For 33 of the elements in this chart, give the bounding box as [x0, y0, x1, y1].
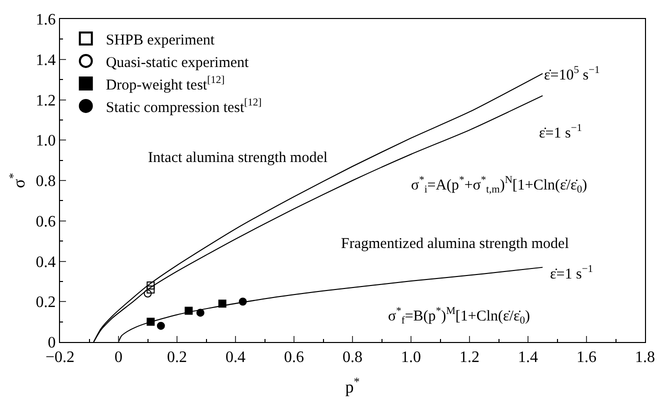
x-tick-label: 1.6 — [576, 349, 596, 366]
y-tick-label: 0.6 — [36, 213, 56, 230]
y-tick-label: 0.2 — [36, 294, 56, 312]
x-axis-title: p$^{*}$ — [345, 374, 360, 397]
legend-label: Static compression test$^{[12]}$ — [106, 98, 262, 116]
y-tick-label: 1.4 — [36, 52, 56, 69]
x-tick-label: 1.4 — [518, 349, 538, 366]
x-tick-label: 0.2 — [167, 349, 187, 366]
annotation: ε̇=10$^{5}$ s$^{−1}$ — [544, 65, 600, 84]
x-tick-label: 1.2 — [460, 349, 480, 366]
text: $_{i}$=A(p$^{*}$+σ$^{*}$$_{t,m}$)$^{N}$[1+Cln(ε̇/ε̇$_{0}$) — [424, 175, 588, 196]
y-tick-label: 0.4 — [36, 254, 56, 271]
y-tick-label: 0.8 — [36, 173, 56, 190]
annotation: Fragmentized alumina strength model — [341, 236, 569, 252]
x-tick-label: 0 — [114, 349, 122, 366]
legend-label: SHPB experiment — [106, 32, 216, 48]
text: σ$^{*}$$_{f}$=B(p$^{*}$)$^{M}$[1+Cln(ε̇/ε̇$_{0}$) — [388, 306, 530, 326]
x-tick-label: −0.2 — [45, 349, 75, 366]
x-tick-label: 0.8 — [342, 349, 362, 366]
annotation: Intact alumina strength model — [148, 150, 328, 166]
annotation: ε̇=1 s$^{−1}$ — [539, 123, 582, 142]
legend-label: Quasi-static experiment — [106, 54, 250, 71]
x-tick-label: 1.8 — [635, 349, 655, 366]
y-tick-label: 1.6 — [36, 12, 56, 29]
y-tick-label: 1.0 — [36, 132, 56, 150]
x-tick-label: 0.4 — [226, 349, 246, 366]
annotation: ε̇=1 s$^{−1}$ — [550, 264, 594, 282]
y-tick-label: 0 — [48, 334, 56, 352]
legend-label: Drop-weight test$^{[12]}$ — [106, 75, 225, 94]
y-axis-title: σ$^{*}$ — [411, 175, 424, 194]
x-tick-label: 1.0 — [401, 349, 421, 366]
y-tick-label: 1.2 — [36, 92, 56, 110]
x-tick-label: 0.6 — [284, 349, 304, 366]
